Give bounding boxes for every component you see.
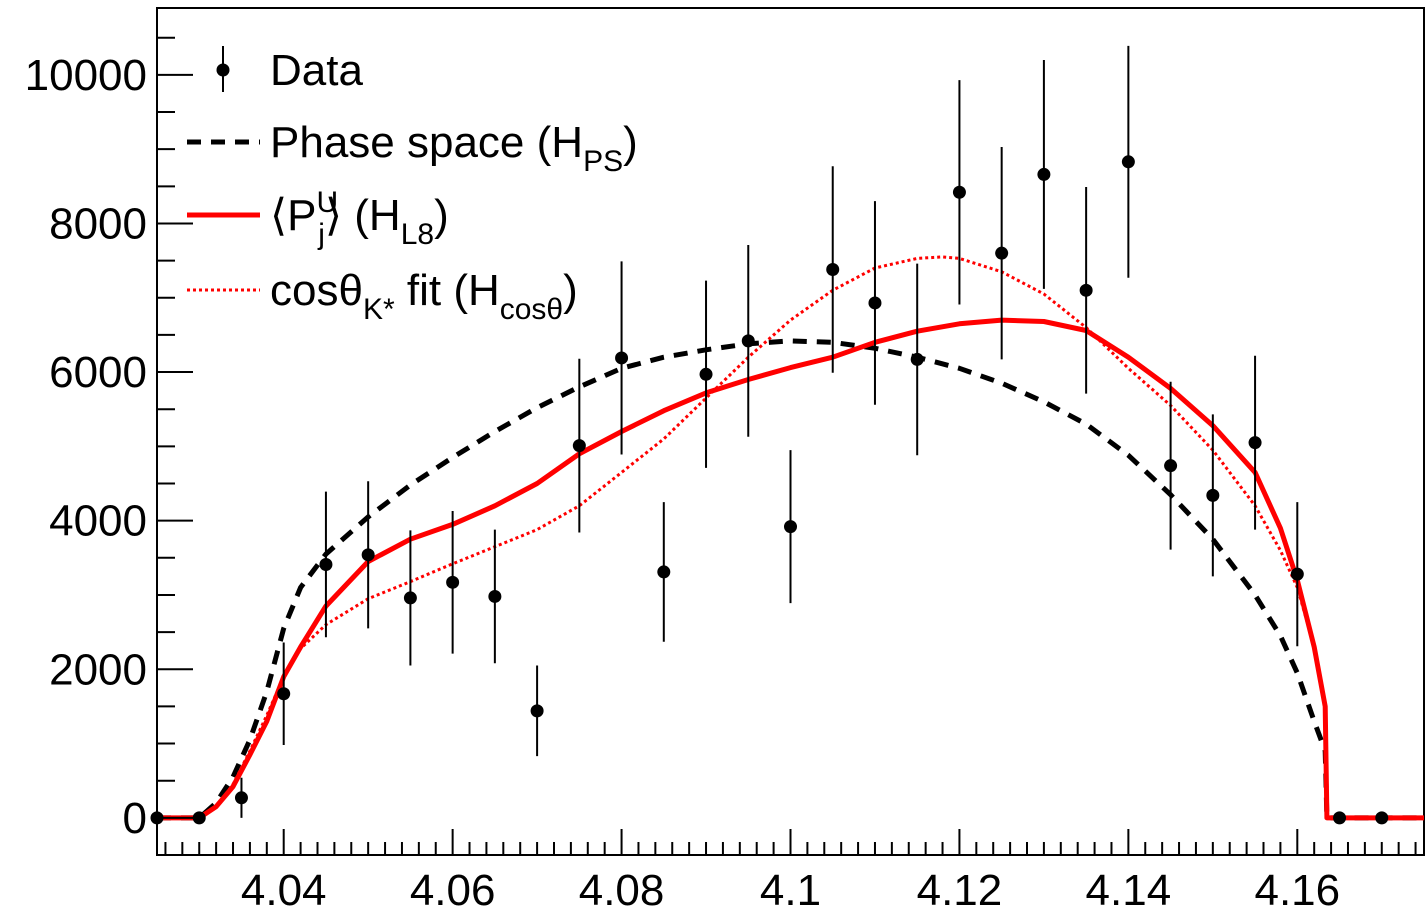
data-point bbox=[1333, 811, 1347, 825]
data-point bbox=[1164, 459, 1178, 473]
data-point bbox=[192, 811, 206, 825]
legend-l8-main: ⟨P bbox=[270, 191, 317, 240]
series-line-cos bbox=[157, 255, 1424, 820]
legend-label-ps: Phase space (HPS) bbox=[270, 118, 638, 178]
y-tick-label: 6000 bbox=[49, 348, 147, 397]
data-point bbox=[1037, 167, 1051, 181]
data-point bbox=[699, 367, 713, 381]
legend-cos-main: cosθ bbox=[270, 266, 363, 315]
y-tick-label: 10000 bbox=[25, 51, 147, 100]
data-point bbox=[572, 439, 586, 453]
legend-cos-mid: fit (H bbox=[395, 266, 500, 315]
y-tick-label: 4000 bbox=[49, 497, 147, 546]
x-tick-label: 4.08 bbox=[579, 866, 665, 913]
legend-ps-tail: ) bbox=[623, 118, 638, 167]
x-tick-label: 4.06 bbox=[410, 866, 496, 913]
data-point bbox=[615, 351, 629, 365]
data-point bbox=[1121, 155, 1135, 169]
y-tick-label: 0 bbox=[123, 794, 147, 843]
legend-cos-sub: K* bbox=[363, 293, 395, 326]
x-tick-label: 4.04 bbox=[241, 866, 327, 913]
data-point bbox=[319, 557, 333, 571]
legend-ps-main: Phase space (H bbox=[270, 118, 583, 167]
data-point bbox=[403, 591, 417, 605]
x-tick-label: 4.1 bbox=[760, 866, 821, 913]
legend-l8-sub: j bbox=[317, 218, 325, 251]
legend-l8-tail: ) bbox=[434, 191, 449, 240]
data-point bbox=[826, 263, 840, 277]
y-tick-label: 2000 bbox=[49, 645, 147, 694]
data-point bbox=[1290, 567, 1304, 581]
x-tick-label: 4.12 bbox=[917, 866, 1003, 913]
data-point bbox=[741, 334, 755, 348]
data-point bbox=[234, 791, 248, 805]
legend-l8-sup: U bbox=[317, 186, 339, 219]
legend-ps-sub: PS bbox=[583, 145, 623, 178]
y-tick-label: 8000 bbox=[49, 199, 147, 248]
data-point bbox=[995, 246, 1009, 260]
legend-label-l8: ⟨PU j⟩ (HL8) bbox=[270, 186, 449, 251]
legend-l8-sub2: L8 bbox=[401, 218, 434, 251]
data-point bbox=[277, 687, 291, 701]
legend-cos-tail: ) bbox=[563, 266, 578, 315]
legend-label-data: Data bbox=[270, 46, 363, 95]
legend-data-marker bbox=[216, 63, 230, 77]
data-point bbox=[868, 296, 882, 310]
data-point bbox=[910, 352, 924, 366]
data-point bbox=[530, 704, 544, 718]
legend-cos-sub2: cosθ bbox=[500, 293, 563, 326]
data-point bbox=[657, 565, 671, 579]
data-point bbox=[952, 185, 966, 199]
data-point bbox=[1375, 811, 1389, 825]
axes: 0 2000 4000 6000 8000 10000 4.04 4.06 4.08 4.1 4.1… bbox=[25, 36, 1417, 913]
data-point bbox=[784, 520, 797, 534]
data-point bbox=[361, 548, 375, 562]
data-point bbox=[488, 589, 502, 603]
data-point bbox=[446, 575, 460, 589]
legend-label-cos: cosθK* fit (Hcosθ) bbox=[270, 266, 578, 326]
x-tick-label: 4.16 bbox=[1254, 866, 1340, 913]
x-tick-label: 4.14 bbox=[1086, 866, 1172, 913]
data-points bbox=[150, 45, 1389, 825]
data-point bbox=[1248, 436, 1262, 450]
legend-l8-mid: ⟩ (H bbox=[325, 191, 401, 240]
data-point bbox=[1206, 488, 1220, 502]
data-point bbox=[1079, 283, 1093, 297]
